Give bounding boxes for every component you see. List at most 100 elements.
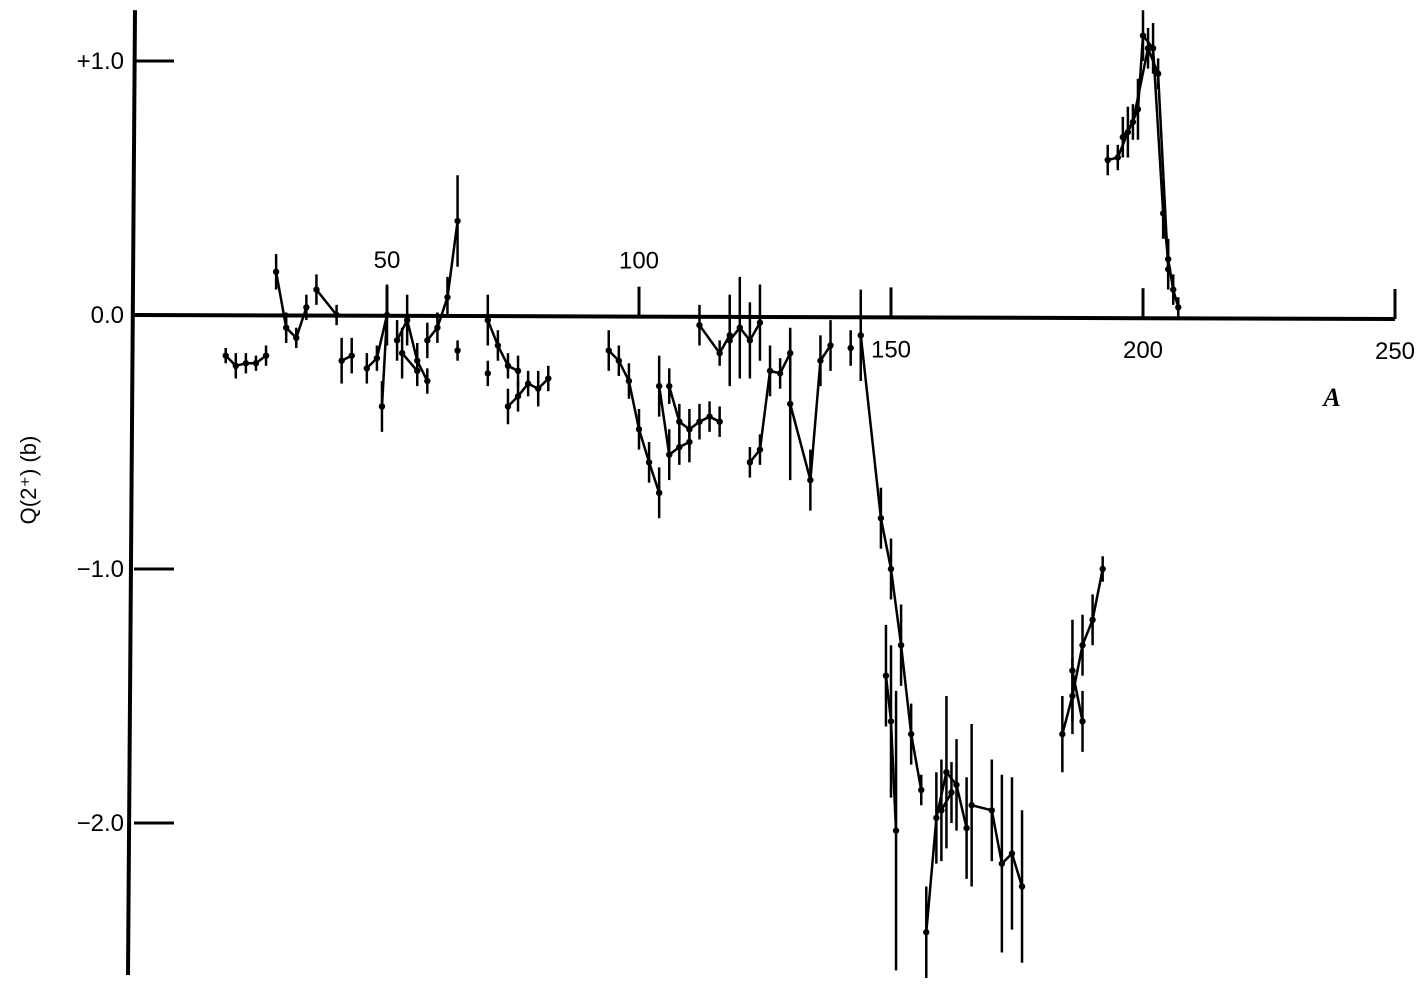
y-tick-label: +1.0 (77, 48, 124, 75)
data-point (293, 334, 300, 342)
series-line (859, 335, 923, 791)
data-point (918, 786, 925, 794)
data-point (1119, 134, 1127, 141)
data-point (1079, 718, 1086, 725)
data-point (283, 324, 290, 331)
data-point (907, 730, 915, 738)
data-point (963, 824, 970, 832)
series-line (971, 803, 1024, 887)
series-24 (938, 759, 955, 862)
data-point (1144, 45, 1152, 52)
data-point (817, 357, 824, 364)
series-9 (454, 340, 461, 361)
series-7 (398, 327, 421, 387)
data-point (953, 781, 960, 789)
data-point (403, 316, 411, 324)
data-point (998, 860, 1006, 867)
series-8 (424, 175, 461, 359)
series-4 (338, 337, 355, 384)
data-point (666, 451, 673, 458)
series-line (274, 271, 308, 340)
data-point (1099, 565, 1106, 573)
y-tick-label: −1.0 (77, 556, 124, 583)
data-point (756, 446, 764, 453)
data-point (887, 718, 895, 725)
data-point (676, 443, 683, 451)
data-point (1069, 667, 1076, 674)
data-point (746, 337, 754, 344)
data-point (524, 380, 532, 387)
data-point (272, 268, 280, 276)
y-tick-label: −2.0 (77, 810, 124, 837)
series-22 (882, 624, 900, 971)
data-point (655, 489, 663, 496)
data-point (943, 769, 950, 776)
series-line (365, 313, 389, 407)
series-line (607, 349, 661, 494)
series-25 (968, 723, 1026, 963)
data-point (1139, 32, 1147, 39)
series-21 (857, 289, 925, 806)
series-1 (222, 345, 270, 379)
data-point (933, 814, 940, 822)
series-10 (484, 294, 522, 387)
data-point (348, 352, 355, 359)
data-point (454, 217, 461, 225)
data-point (686, 426, 693, 433)
data-point (1165, 266, 1172, 273)
series-20 (847, 330, 854, 366)
data-point (968, 802, 975, 809)
series-5 (363, 284, 391, 432)
data-point (313, 286, 320, 293)
data-point (424, 377, 431, 385)
data-point (716, 349, 723, 357)
data-point (1114, 154, 1122, 161)
data-point (635, 426, 643, 433)
data-point (877, 515, 885, 522)
x-axis-line (134, 313, 1396, 321)
series-2 (272, 254, 310, 349)
series-27 (1069, 619, 1086, 752)
data-point (232, 362, 239, 369)
series-18 (746, 332, 794, 478)
data-point (827, 342, 834, 349)
data-point (892, 827, 900, 834)
data-point (504, 403, 512, 410)
series-line (698, 324, 731, 355)
data-point (1018, 883, 1026, 890)
data-point (756, 319, 764, 326)
series-line (657, 385, 690, 456)
data-point (514, 367, 522, 375)
data-point (1008, 850, 1016, 857)
data-point (363, 365, 371, 372)
data-point (746, 459, 754, 466)
data-point (1154, 70, 1162, 77)
series-line (315, 288, 338, 316)
series-line (401, 352, 419, 372)
data-point (484, 370, 491, 377)
x-tick-label: 150 (871, 336, 911, 363)
data-point (696, 418, 703, 425)
series-line (788, 344, 832, 482)
series-11 (484, 360, 491, 387)
data-point (454, 347, 461, 354)
y-axis-label: Q(2⁺) (b) (16, 436, 41, 525)
series-13 (605, 330, 663, 519)
data-point (615, 357, 623, 364)
series-6 (393, 294, 431, 394)
axes: +1.0 0.0 −1.0 −2.0 50 100 150 200 250 (77, 10, 1415, 976)
series-23 (923, 696, 970, 978)
x-tick-label: 50 (374, 247, 401, 274)
series-line (940, 791, 953, 811)
data-point (625, 377, 633, 385)
data-point (938, 807, 945, 814)
data-point (706, 413, 713, 420)
data-point (398, 349, 406, 357)
data-point (373, 354, 381, 362)
data-point (948, 789, 955, 796)
data-point (988, 807, 995, 814)
series-19 (787, 320, 834, 511)
series-3 (313, 274, 340, 326)
data-point (333, 311, 340, 319)
